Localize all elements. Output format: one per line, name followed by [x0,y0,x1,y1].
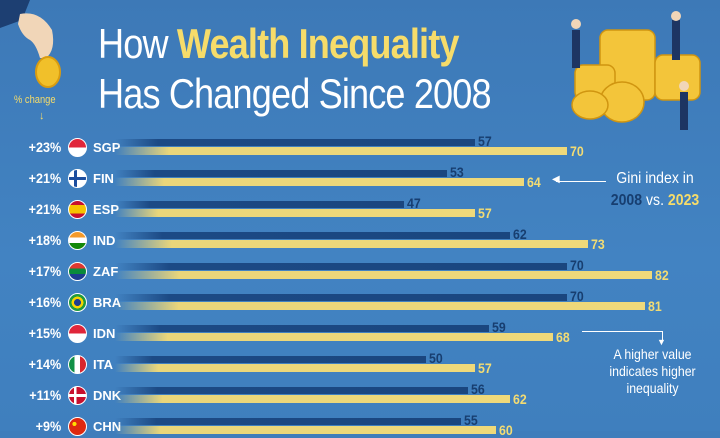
pct-change-label: +21% [28,201,62,217]
bar-2008 [115,294,567,301]
pct-change-label: +15% [28,325,62,341]
flag-south-africa-icon [68,262,87,281]
flag-brazil-icon [68,293,87,312]
legend-2023: 2023 [667,192,700,209]
value-label-2008: 59 [492,319,506,335]
value-label-2023: 68 [555,329,570,345]
flag-italy-icon [68,355,87,374]
value-label-2008: 57 [478,133,492,149]
value-label-2023: 62 [513,391,528,407]
flag-denmark-icon [68,386,87,405]
value-label-2023: 60 [499,422,513,438]
value-label-2023: 57 [478,205,492,221]
country-code-label: DNK [93,388,122,403]
pct-change-label: +11% [29,387,62,403]
bar-2008 [115,139,476,146]
bar-2023 [115,426,497,434]
bar-2008 [115,263,567,270]
left-arrow-icon: ◀ [552,174,560,185]
country-code-label: CHN [93,419,122,434]
value-label-2023: 70 [569,143,584,159]
bar-2023 [115,271,652,279]
note-pointer-line [582,331,662,332]
bar-2023 [115,209,476,217]
value-label-2008: 55 [463,412,478,428]
pct-change-label: +18% [28,232,62,248]
pct-change-label: +16% [28,294,62,310]
country-code-label: SGP [93,140,121,155]
bar-2023 [115,178,525,186]
flag-indonesia-icon [68,324,87,343]
value-label-2008: 70 [569,257,584,273]
bar-2008 [115,201,405,208]
inequality-note: A higher value indicates higher inequali… [609,346,696,396]
value-label-2008: 56 [471,381,485,397]
country-code-label: IDN [93,326,116,341]
value-label-2023: 81 [647,298,662,314]
value-label-2023: 73 [591,236,605,252]
flag-spain-icon [68,200,87,219]
pct-change-header: % change [14,94,56,106]
value-label-2023: 57 [478,360,492,376]
legend-vs: vs. [642,192,668,209]
value-label-2008: 62 [513,226,528,242]
value-label-2008: 47 [407,195,422,211]
bar-2008 [115,325,490,332]
flag-india-icon [68,231,87,250]
bar-2023 [115,240,589,248]
value-label-2008: 53 [449,164,464,180]
bar-2008 [115,170,447,177]
legend-pointer-line [556,181,606,182]
flag-singapore-icon [68,138,87,157]
bar-2023 [115,364,476,372]
bar-2023 [115,333,553,341]
country-code-label: ZAF [93,264,119,279]
bar-2008 [115,387,468,394]
flag-china-icon [68,417,87,436]
country-code-label: IND [93,233,116,248]
down-arrow-icon: ▼ [657,337,666,347]
value-label-2008: 50 [428,350,443,366]
title-line-1: How Wealth Inequality [98,20,460,67]
country-code-label: FIN [93,171,114,186]
country-code-label: BRA [93,295,122,310]
bar-2023 [115,395,511,403]
pct-change-label: +21% [28,170,62,186]
pct-change-label: +14% [28,356,62,372]
pct-change-label: +23% [28,139,62,155]
bar-2008 [115,418,461,425]
title-line-2: Has Changed Since 2008 [98,70,492,117]
value-label-2023: 82 [654,267,669,283]
bar-2008 [115,232,511,239]
value-label-2023: 64 [527,174,542,190]
legend: Gini index in 2008 vs. 2023 [593,168,716,212]
bar-2023 [115,302,645,310]
country-code-label: ESP [93,202,120,217]
title-highlight: Wealth Inequality [176,20,460,67]
note-pointer-line-vertical [662,331,663,341]
down-arrow-icon: ↓ [39,110,45,122]
pct-change-label: +9% [35,418,62,434]
pct-change-label: +17% [28,263,62,279]
legend-text: Gini index in [616,170,694,187]
flag-finland-icon [68,169,87,188]
bar-2008 [115,356,426,363]
country-code-label: ITA [93,357,113,372]
coins-businessmen-illustration [571,11,701,130]
bar-2023 [115,147,567,155]
hand-coin-illustration [0,0,61,88]
value-label-2008: 70 [569,288,584,304]
legend-2008: 2008 [610,192,643,209]
